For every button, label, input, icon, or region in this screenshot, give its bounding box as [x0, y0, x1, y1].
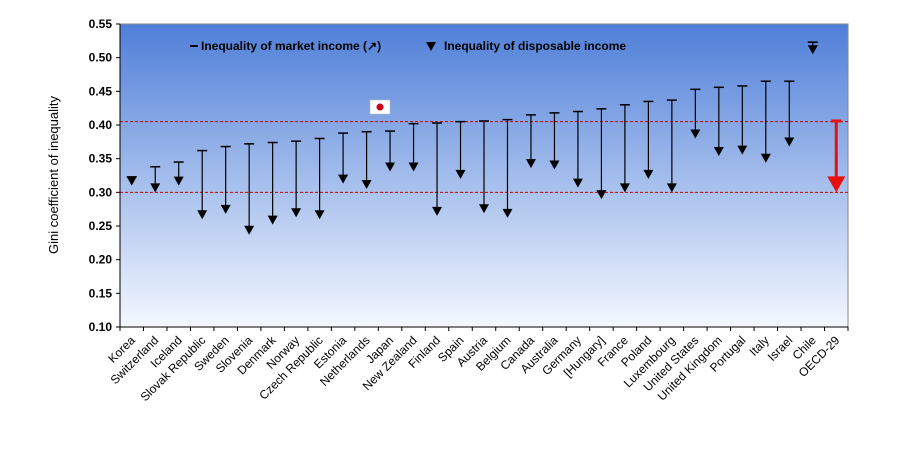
disposable-income-mark — [455, 169, 466, 179]
data-point-denmark — [267, 141, 278, 225]
data-point-finland — [432, 122, 443, 216]
disposable-income-mark — [572, 178, 583, 188]
disposable-income-mark — [267, 215, 278, 225]
japan-flag-icon — [369, 99, 391, 115]
data-point-australia — [549, 112, 560, 170]
disposable-income-mark — [479, 204, 489, 214]
legend-market-label: Inequality of market income (↗) — [201, 39, 381, 53]
data-point-switzerland — [150, 165, 161, 193]
disposable-income-mark — [643, 169, 654, 179]
data-point-sweden — [220, 145, 231, 214]
data-point-united-kingdom — [713, 86, 724, 156]
disposable-income-mark — [385, 162, 396, 172]
data-point-poland — [643, 100, 654, 179]
disposable-income-mark — [502, 208, 513, 218]
disposable-income-mark — [220, 204, 231, 214]
disposable-income-mark — [807, 45, 818, 55]
data-point-slovak-republic — [197, 149, 208, 220]
data-point-israel — [784, 80, 795, 147]
reference-lines — [120, 121, 848, 193]
data-point-new-zealand — [408, 122, 419, 172]
data-point-estonia — [338, 132, 349, 184]
y-tick-label: 0.55 — [89, 17, 113, 31]
data-point-germany — [572, 110, 583, 188]
data-point-canada — [525, 114, 536, 169]
data-point-korea — [126, 176, 137, 186]
data-point-oecd-29 — [827, 119, 846, 193]
disposable-income-mark — [827, 176, 846, 193]
data-point-netherlands — [361, 130, 372, 189]
disposable-income-mark — [314, 210, 325, 220]
y-tick-label: 0.35 — [89, 152, 113, 166]
disposable-income-mark — [596, 190, 607, 200]
legend-disposable-label: Inequality of disposable income — [444, 39, 626, 53]
disposable-income-mark — [150, 183, 161, 193]
disposable-income-mark — [173, 176, 184, 186]
y-tick-label: 0.10 — [89, 320, 113, 334]
category-label: Israel — [765, 333, 796, 364]
disposable-income-mark — [197, 210, 208, 220]
disposable-income-mark — [713, 146, 724, 156]
y-axis-label: Gini coefficient of inequality — [46, 95, 61, 254]
data-point-japan — [385, 130, 396, 172]
y-tick-label: 0.25 — [89, 219, 113, 233]
y-tick-label: 0.20 — [89, 253, 113, 267]
disposable-income-mark — [338, 174, 349, 184]
data-point-norway — [291, 140, 302, 218]
data-point-iceland — [173, 161, 184, 186]
y-axis: 0.10 0.15 0.20 0.25 0.30 0.35 0.40 0.45 0.50 0.55 — [89, 17, 121, 334]
data-point-spain — [455, 120, 466, 179]
disposable-income-mark — [244, 225, 255, 235]
disposable-income-mark — [666, 183, 677, 193]
data-point-united-states — [690, 88, 701, 139]
disposable-income-mark — [126, 176, 137, 186]
disposable-income-mark — [525, 159, 536, 169]
disposable-income-mark — [760, 153, 771, 163]
disposable-income-mark — [408, 162, 419, 172]
data-point-czech-republic — [314, 137, 325, 220]
data-point-portugal — [737, 85, 748, 155]
data-point-italy — [760, 80, 771, 163]
data-point-chile — [807, 41, 818, 55]
disposable-income-mark — [361, 179, 372, 189]
data-marks — [126, 41, 846, 235]
data-point-france — [619, 104, 630, 193]
disposable-income-mark — [619, 183, 630, 193]
legend: Inequality of market income (↗) Inequali… — [190, 39, 626, 53]
disposable-income-mark — [549, 160, 560, 170]
data-point-luxembourg — [666, 99, 677, 193]
data-point-slovenia — [244, 143, 255, 235]
disposable-income-mark — [737, 145, 748, 155]
data-point-belgium — [502, 118, 513, 218]
y-tick-label: 0.45 — [89, 84, 113, 98]
y-tick-label: 0.30 — [89, 185, 113, 199]
data-point-hungary — [596, 108, 607, 200]
disposable-income-mark — [784, 137, 795, 147]
y-tick-label: 0.50 — [89, 51, 113, 65]
y-tick-label: 0.15 — [89, 286, 113, 300]
disposable-income-mark — [690, 129, 701, 139]
legend-disposable-marker — [426, 42, 436, 51]
y-tick-label: 0.40 — [89, 118, 113, 132]
data-point-austria — [479, 120, 489, 214]
disposable-income-mark — [432, 206, 443, 216]
disposable-income-mark — [291, 208, 302, 218]
